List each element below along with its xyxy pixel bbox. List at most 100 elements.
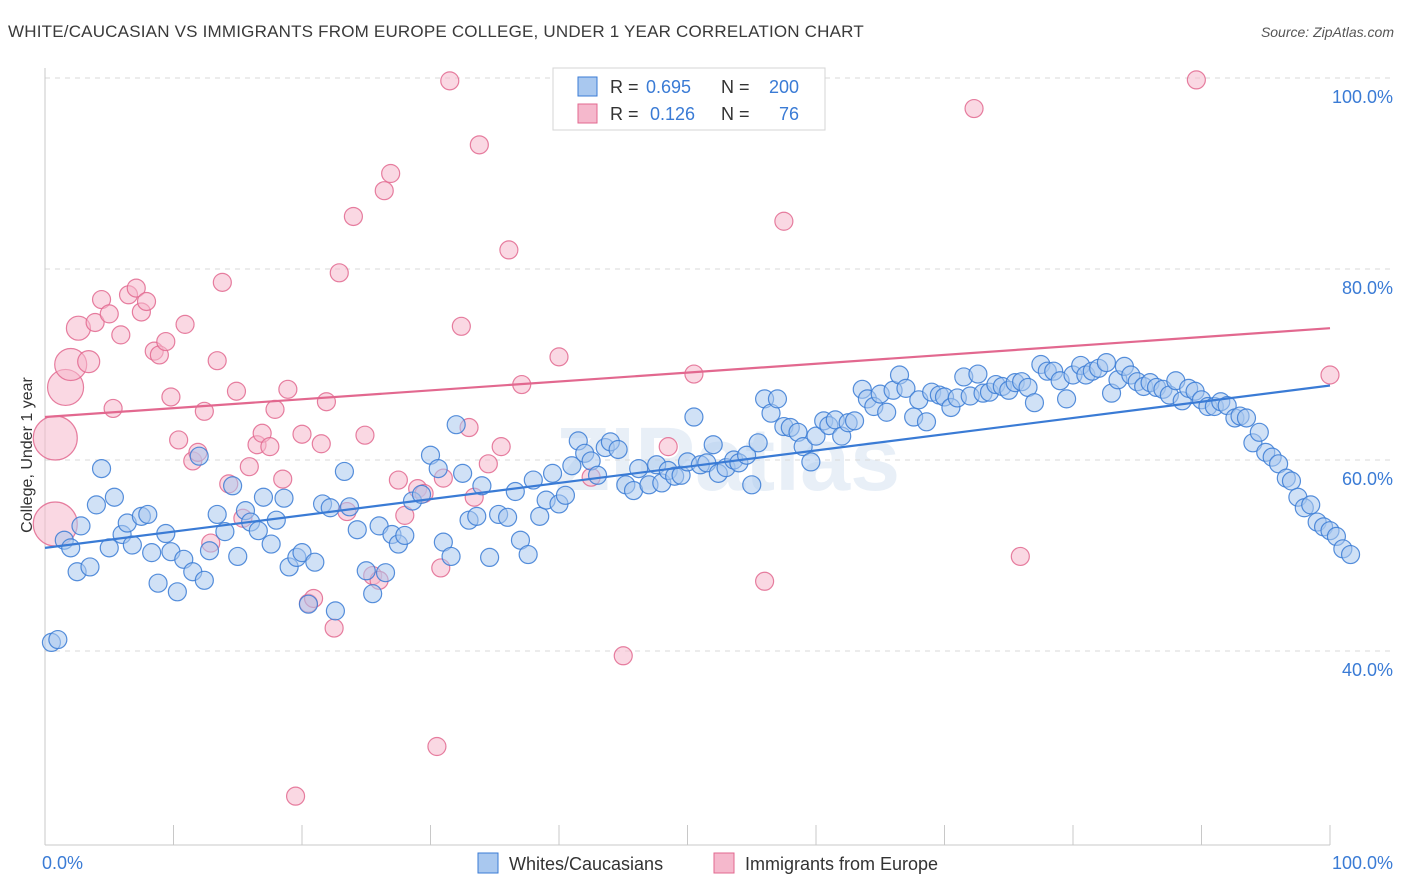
legend-swatch-whites [477,852,499,874]
whites-point [916,412,937,432]
whites-point [562,456,582,476]
immigrants-point [99,304,119,324]
whites-point [684,407,704,427]
trend-lines [44,327,1331,549]
whites-point [608,439,628,460]
whites-point [428,458,448,479]
whites-point [86,495,107,515]
whites-point [215,522,235,542]
r-label-blue: R = [610,77,639,97]
immigrants-point [427,736,447,757]
y-tick-label-100: 100.0% [1332,87,1393,107]
immigrants-point [226,381,247,401]
n-value-blue: 200 [769,77,799,97]
immigrants-point [136,291,157,312]
y-tick-labels: 40.0% 60.0% 80.0% 100.0% [1332,87,1393,680]
whites-point [207,504,227,525]
whites-point [395,525,415,546]
immigrants-point [374,181,394,201]
immigrants-point [1186,70,1206,90]
whites-point [305,552,325,572]
whites-point [1056,389,1077,409]
whites-point [801,452,821,472]
x-ticks [44,825,1331,845]
y-tick-label-40: 40.0% [1342,660,1393,680]
whites-point [767,389,788,409]
whites-point [261,534,281,554]
whites-point [1236,408,1257,428]
immigrants-point [355,425,375,445]
r-label-pink: R = [610,104,639,124]
stats-legend-box [552,67,826,131]
pink-swatch [577,103,598,124]
immigrants-point [175,314,195,334]
whites-point [1281,471,1302,491]
immigrants-point [324,618,344,638]
immigrants-point [684,364,704,384]
immigrants-point [469,135,489,155]
whites-point [71,516,91,536]
whites-point [148,573,168,593]
whites-point [1024,393,1045,413]
bottom-legend: Whites/Caucasians Immigrants from Europe [477,852,938,874]
immigrants-point [292,424,312,444]
whites-point [356,561,376,581]
immigrants-point [381,163,401,184]
whites-point [877,402,897,422]
immigrants-point [212,272,232,292]
whites-point [363,584,383,604]
whites-point [844,411,865,431]
whites-point [167,582,187,602]
whites-point [228,546,248,567]
whites-point [467,506,487,526]
immigrants-point [774,211,794,231]
series-immigrants-from-europe [32,70,1340,806]
immigrants-point [265,399,285,419]
immigrants-point [549,347,569,367]
immigrants-point [311,434,331,454]
whites-point [189,446,209,466]
immigrants-point [85,312,105,333]
immigrants-point [440,71,460,91]
immigrants-point [329,263,349,283]
whites-point [48,629,68,650]
y-tick-label-80: 80.0% [1342,278,1393,298]
legend-label-whites: Whites/Caucasians [509,854,663,874]
whites-point [629,458,649,479]
whites-point [274,488,294,508]
series-whites-caucasians [41,352,1361,653]
whites-point [104,487,124,507]
n-label-pink: N = [721,104,750,124]
x-tick-label-left: 0.0% [42,853,83,873]
whites-point [248,521,268,541]
immigrants-point [1010,546,1030,567]
immigrants-point [451,316,471,336]
immigrants-point [316,392,337,412]
whites-point [587,465,608,485]
n-value-pink: 76 [779,104,799,124]
whites-point [1340,544,1361,565]
whites-point [199,541,220,561]
whites-point [703,435,723,455]
whites-point [555,485,576,505]
whites-point [441,546,461,567]
immigrants-point [388,470,408,490]
immigrants-point [658,437,678,457]
whites-point [334,461,355,482]
whites-point [375,563,396,583]
r-value-pink: 0.126 [650,104,695,124]
immigrants-point [499,240,519,260]
whites-point [498,507,518,527]
y-tick-label-60: 60.0% [1342,469,1393,489]
source-label: Source: ZipAtlas.com [1260,24,1394,40]
legend-label-immigrants: Immigrants from Europe [745,854,938,874]
whites-point [748,433,768,453]
whites-point [61,538,81,558]
whites-point [253,487,274,507]
whites-point [1301,495,1321,515]
immigrants-point [613,646,633,666]
immigrants-point [161,387,181,407]
whites-point [530,506,550,526]
immigrants-point [111,325,131,345]
